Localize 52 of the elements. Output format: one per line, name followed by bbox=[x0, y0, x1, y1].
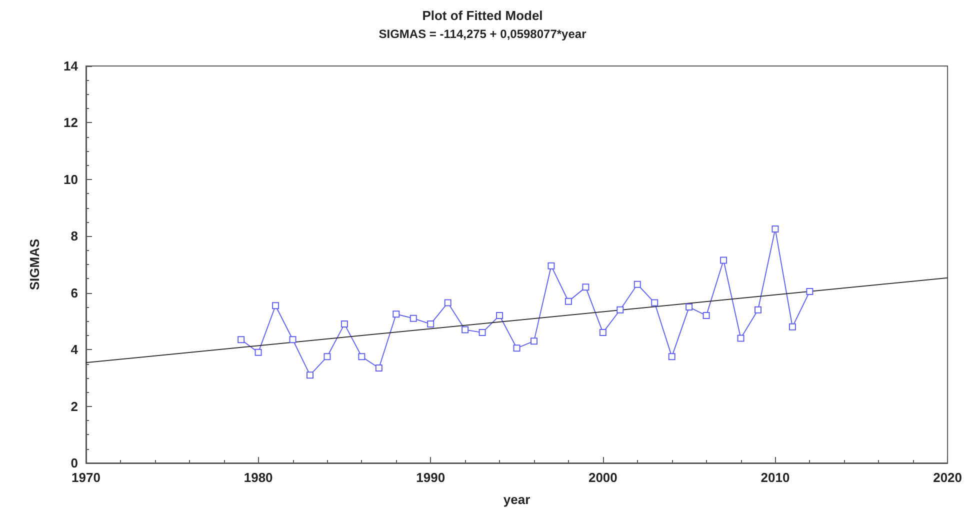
point bbox=[340, 320, 348, 328]
y-tick-label: 0 bbox=[70, 456, 78, 470]
point bbox=[513, 344, 520, 352]
point bbox=[548, 262, 555, 270]
x-tick-label: 1970 bbox=[72, 470, 100, 485]
point bbox=[427, 320, 434, 328]
y-tick-label: 12 bbox=[64, 115, 78, 130]
point bbox=[599, 329, 606, 336]
x-axis-title: year bbox=[503, 492, 530, 507]
point bbox=[306, 372, 314, 379]
point bbox=[530, 338, 538, 345]
point bbox=[616, 306, 624, 314]
x-tick-label: 1980 bbox=[244, 470, 273, 485]
point bbox=[324, 353, 331, 360]
x-tick-label: 2010 bbox=[760, 470, 790, 485]
point bbox=[496, 312, 504, 320]
chart-title: Plot of Fitted Model bbox=[422, 8, 543, 23]
y-tick-label: 2 bbox=[70, 398, 78, 414]
point bbox=[702, 312, 710, 320]
point bbox=[444, 299, 452, 306]
x-tick-label: 2020 bbox=[933, 470, 962, 485]
point bbox=[720, 256, 728, 264]
chart-subtitle: SIGMAS = -114,275 + 0,0598077*year bbox=[378, 27, 587, 41]
y-tick-label: 6 bbox=[70, 285, 78, 300]
point bbox=[737, 334, 744, 342]
point bbox=[582, 284, 590, 291]
y-axis-title: SIGMAS bbox=[27, 238, 42, 290]
point bbox=[772, 226, 779, 233]
point bbox=[358, 353, 366, 360]
point bbox=[289, 336, 296, 344]
point bbox=[272, 302, 280, 310]
y-tick-label: 10 bbox=[64, 172, 78, 187]
point bbox=[375, 364, 382, 372]
point bbox=[238, 336, 245, 344]
point bbox=[668, 353, 676, 360]
y-tick-label: 4 bbox=[70, 342, 79, 358]
point bbox=[788, 323, 796, 330]
point bbox=[478, 329, 486, 336]
x-tick-label: 2000 bbox=[588, 470, 618, 485]
point bbox=[754, 306, 762, 314]
y-tick-label: 14 bbox=[64, 58, 79, 74]
point bbox=[634, 280, 641, 288]
point bbox=[392, 310, 400, 318]
x-tick-label: 1990 bbox=[416, 470, 446, 485]
point bbox=[806, 288, 814, 295]
point bbox=[462, 326, 469, 334]
point bbox=[410, 314, 417, 322]
point bbox=[651, 299, 658, 306]
point bbox=[254, 348, 262, 356]
point bbox=[564, 298, 572, 305]
y-tick-label: 8 bbox=[70, 228, 78, 244]
point bbox=[686, 304, 693, 311]
